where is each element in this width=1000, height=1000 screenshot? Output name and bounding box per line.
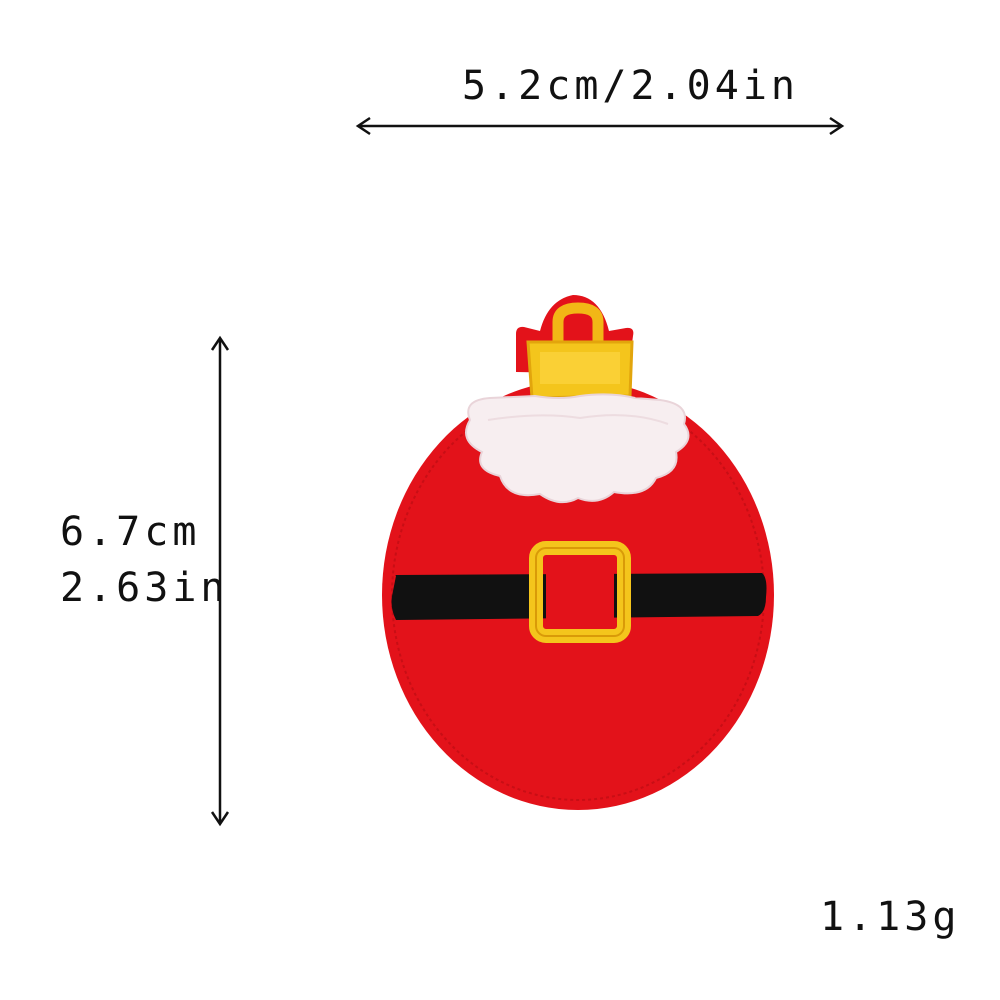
hanger-loop xyxy=(552,302,604,351)
fur-collar xyxy=(465,393,690,504)
ornament-patch xyxy=(382,295,774,810)
height-in-label: 2.63in xyxy=(60,565,229,611)
height-arrow xyxy=(210,335,230,827)
height-cm-label: 6.7cm xyxy=(60,509,201,555)
width-arrow xyxy=(355,116,845,136)
width-dimension-label: 5.2cm/2.04in xyxy=(462,63,799,109)
weight-label: 1.13g xyxy=(820,894,961,940)
